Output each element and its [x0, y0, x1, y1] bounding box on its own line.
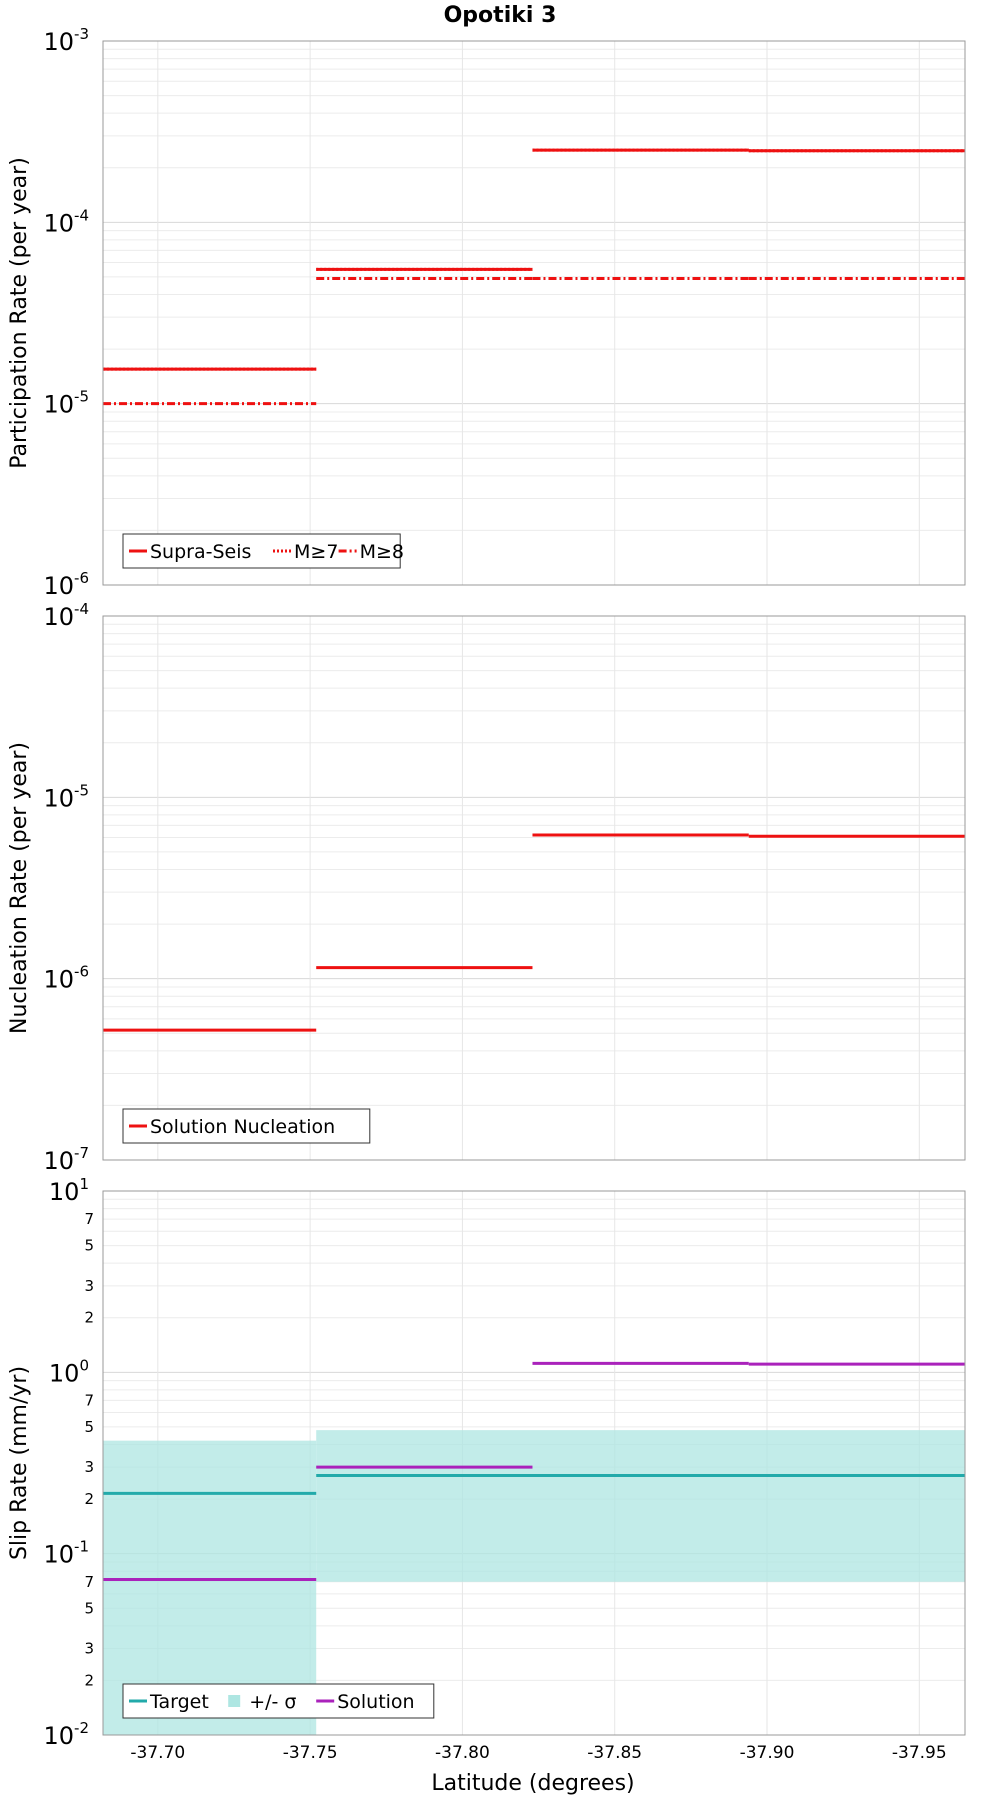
y-minor-tick-label: 5	[84, 1418, 94, 1436]
y-tick-label: 10-1	[43, 1538, 89, 1569]
legend: Target +/- σ Solution	[122, 1683, 435, 1719]
x-tick-label: -37.85	[587, 1743, 642, 1763]
legend-label: M≥7	[294, 541, 338, 563]
plot-frame	[102, 615, 966, 1161]
y-tick-base: 10	[43, 572, 74, 600]
y-axis-label: Nucleation Rate (per year)	[7, 742, 32, 1034]
legend-label: Target	[149, 1691, 209, 1713]
y-tick-label: 100	[49, 1356, 89, 1387]
y-tick-exponent: -2	[74, 1719, 89, 1737]
y-minor-tick-label: 5	[84, 1599, 94, 1617]
y-minor-tick-label: 5	[84, 1237, 94, 1255]
y-tick-base: 10	[43, 391, 74, 419]
y-tick-exponent: -7	[74, 1144, 89, 1162]
y-tick-label: 10-5	[43, 781, 89, 812]
legend: Solution Nucleation	[122, 1108, 371, 1144]
y-tick-exponent: -1	[74, 1538, 89, 1556]
y-tick-exponent: -4	[74, 206, 89, 224]
legend-box	[122, 1683, 435, 1719]
y-tick-base: 10	[43, 28, 74, 56]
x-tick-label: -37.90	[740, 1743, 795, 1763]
y-tick-exponent: -5	[74, 388, 89, 406]
y-axis-label: Slip Rate (mm/yr)	[7, 1366, 32, 1560]
y-tick-base: 10	[49, 1359, 80, 1387]
y-tick-label: 10-6	[43, 963, 89, 994]
legend-label: Solution	[337, 1691, 414, 1713]
y-tick-label: 101	[49, 1175, 89, 1206]
y-tick-exponent: 0	[79, 1356, 89, 1374]
y-tick-base: 10	[43, 1722, 74, 1750]
y-tick-exponent: -6	[74, 569, 89, 587]
chart-title: Opotiki 3	[444, 3, 557, 28]
x-tick-label: -37.70	[130, 1743, 185, 1763]
y-tick-exponent: -3	[74, 25, 89, 43]
legend-label: M≥8	[360, 541, 404, 563]
y-minor-tick-label: 7	[84, 1573, 94, 1591]
x-axis-label: Latitude (degrees)	[431, 1771, 634, 1796]
x-tick-label: -37.75	[283, 1743, 338, 1763]
plot-frame	[102, 40, 966, 586]
y-tick-base: 10	[43, 784, 74, 812]
y-tick-label: 10-5	[43, 388, 89, 419]
y-tick-exponent: -5	[74, 781, 89, 799]
y-minor-tick-label: 2	[84, 1671, 94, 1689]
plot-frame	[102, 1190, 966, 1736]
y-tick-label: 10-2	[43, 1719, 89, 1750]
y-tick-label: 10-3	[43, 25, 89, 56]
x-tick-label: -37.80	[435, 1743, 490, 1763]
y-tick-label: 10-4	[43, 206, 89, 237]
y-tick-exponent: 1	[79, 1175, 89, 1193]
y-tick-exponent: -4	[74, 600, 89, 618]
y-tick-base: 10	[43, 1541, 74, 1569]
legend-label: Supra-Seis	[150, 541, 251, 563]
y-tick-label: 10-7	[43, 1144, 89, 1175]
legend-label: +/- σ	[249, 1691, 296, 1713]
y-minor-tick-label: 3	[84, 1458, 94, 1476]
y-axis-label: Participation Rate (per year)	[7, 157, 32, 469]
y-minor-tick-label: 7	[84, 1210, 94, 1228]
legend-label: Solution Nucleation	[150, 1116, 335, 1138]
y-minor-tick-label: 2	[84, 1490, 94, 1508]
y-tick-base: 10	[43, 966, 74, 994]
y-tick-base: 10	[43, 209, 74, 237]
y-tick-label: 10-4	[43, 600, 89, 631]
legend-box	[122, 1108, 371, 1144]
y-minor-tick-label: 3	[84, 1639, 94, 1657]
y-minor-tick-label: 7	[84, 1391, 94, 1409]
legend-swatch	[228, 1695, 241, 1707]
y-tick-base: 10	[43, 1147, 74, 1175]
y-tick-base: 10	[43, 603, 74, 631]
y-tick-label: 10-6	[43, 569, 89, 600]
legend-box	[122, 533, 401, 569]
y-minor-tick-label: 2	[84, 1309, 94, 1327]
y-minor-tick-label: 3	[84, 1277, 94, 1295]
sigma-band	[316, 1430, 965, 1582]
x-tick-label: -37.95	[892, 1743, 947, 1763]
legend: Supra-Seis M≥7 M≥8	[122, 533, 404, 569]
y-tick-base: 10	[49, 1178, 80, 1206]
y-tick-exponent: -6	[74, 963, 89, 981]
